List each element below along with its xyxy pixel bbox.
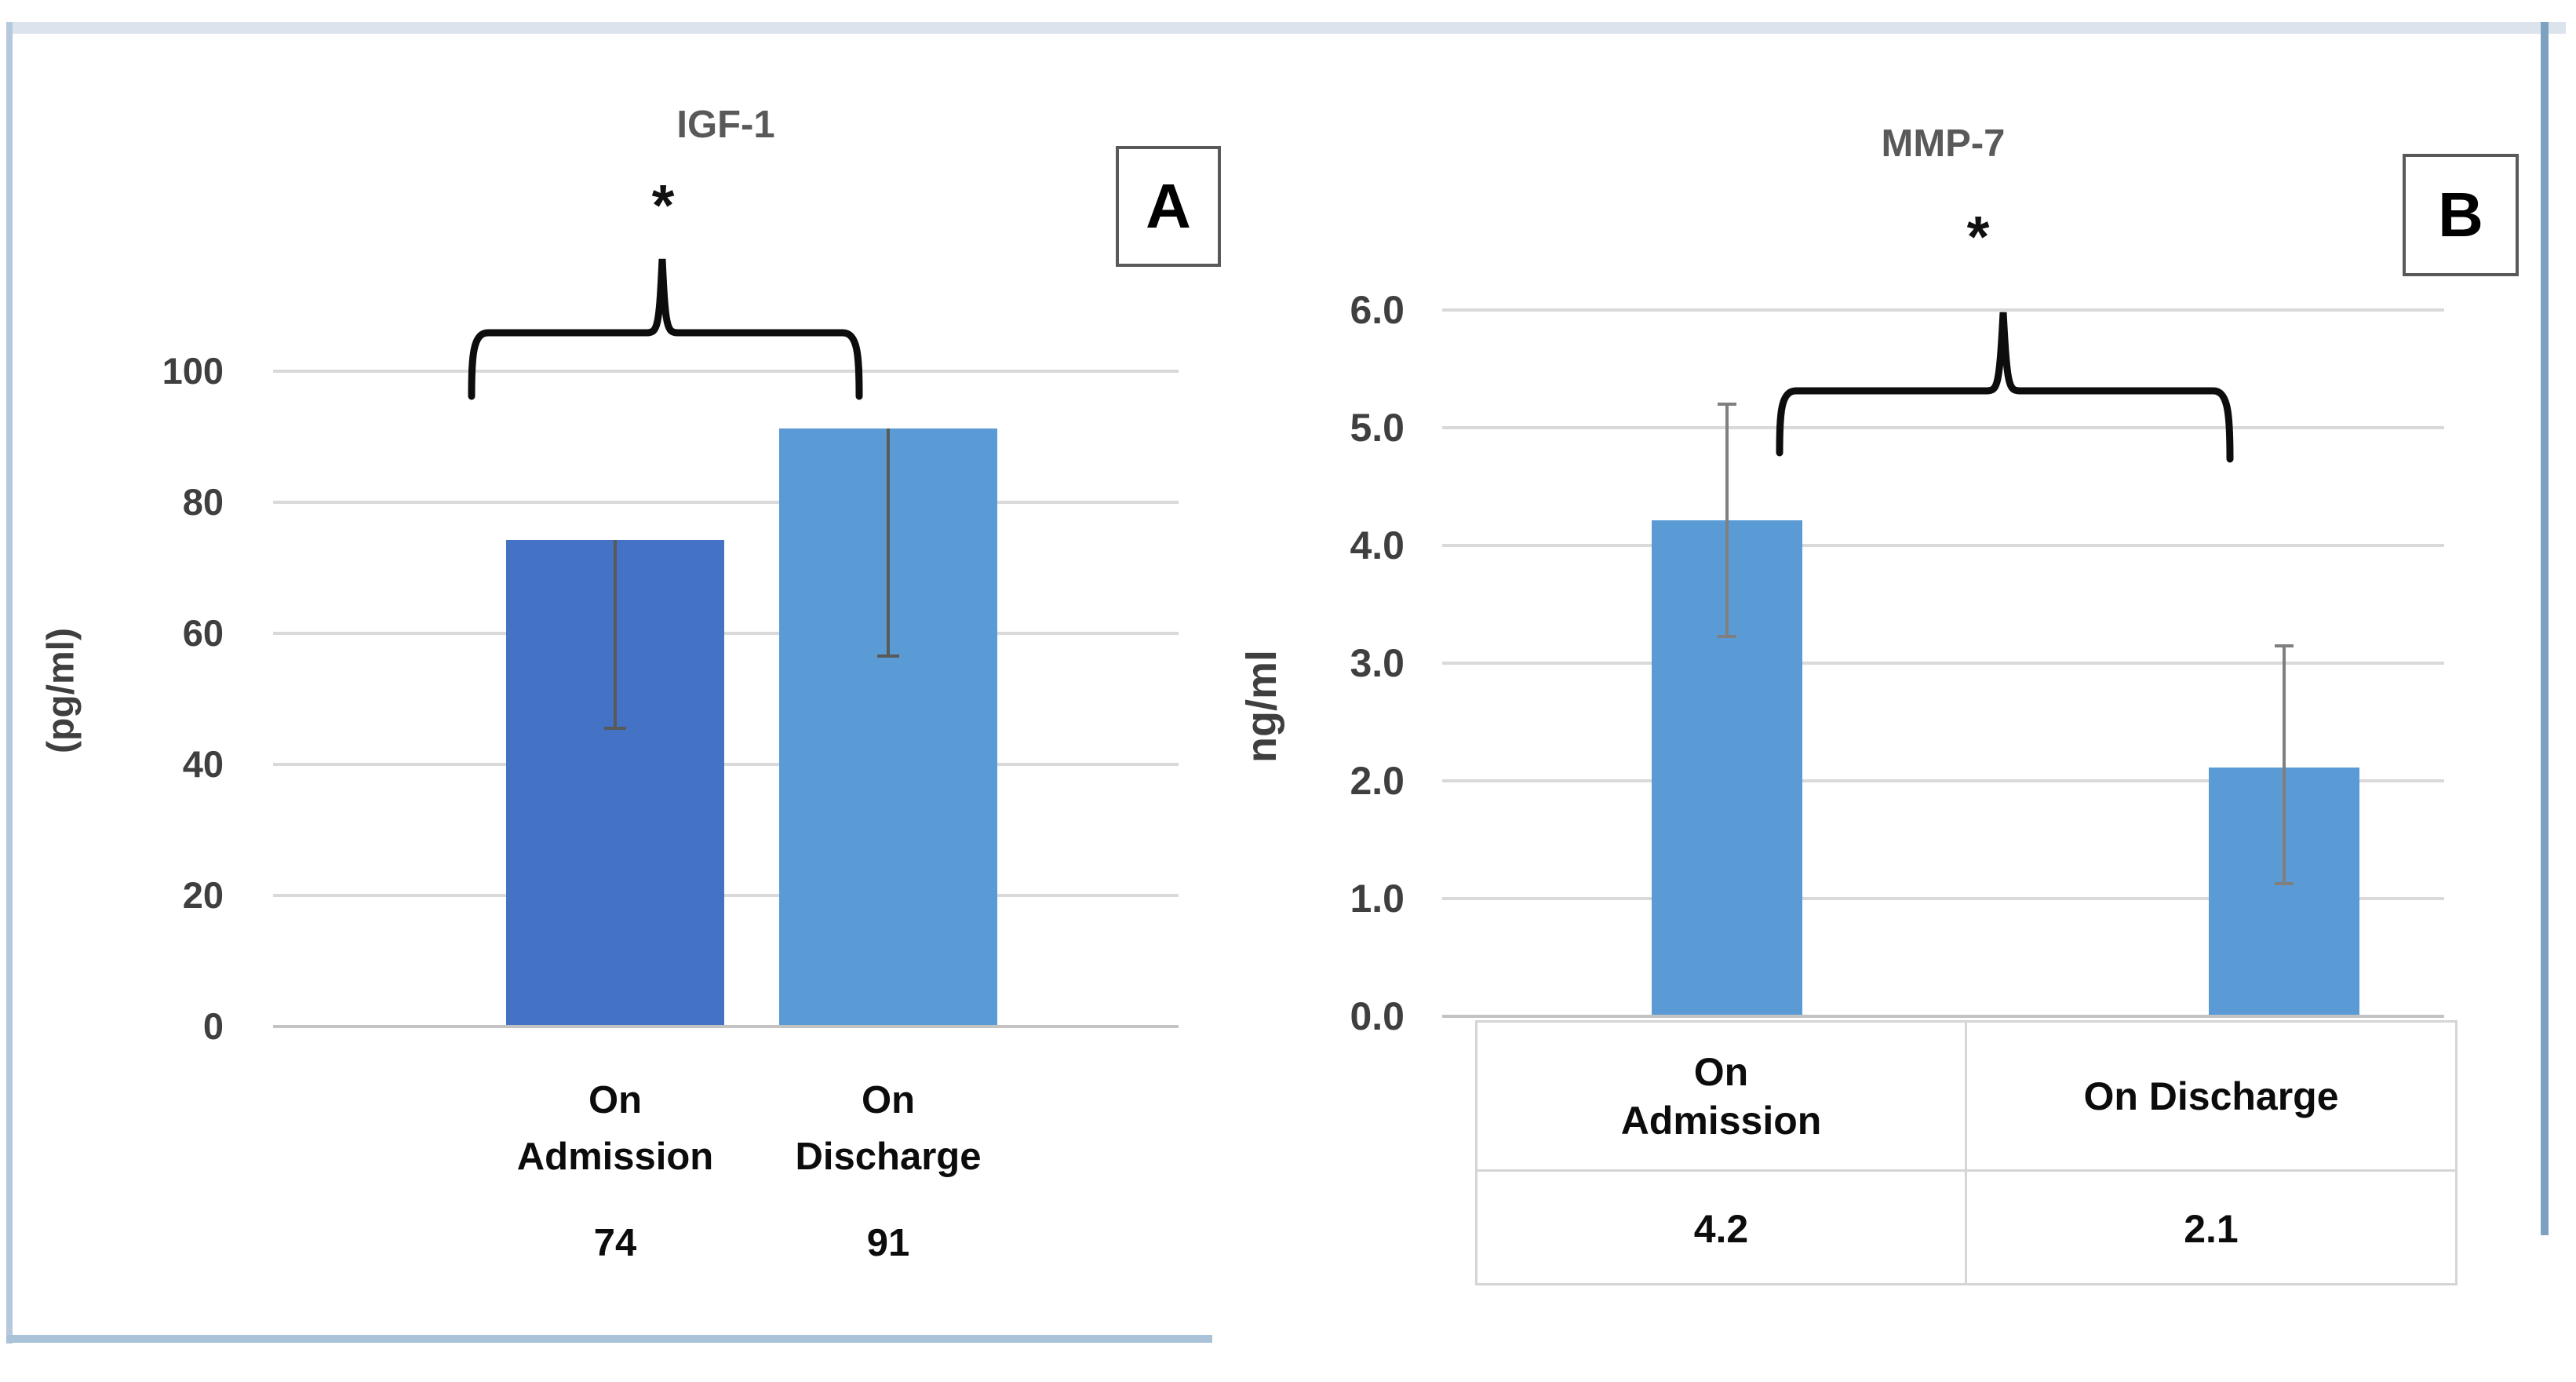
value-a-cat2: 91 — [866, 1222, 910, 1264]
panel-b-label-box: B — [2403, 154, 2519, 276]
panel-b-y-axis-label: ng/ml — [1238, 650, 1285, 763]
panel-b-significance-asterisk: * — [1966, 204, 1990, 269]
ytick-a-0: 0 — [202, 1005, 224, 1047]
frame-top-border — [6, 22, 2566, 34]
gridline-a-100 — [273, 370, 1179, 373]
ytick-b-6: 6.0 — [1350, 288, 1405, 332]
gridline-a-60 — [273, 632, 1179, 635]
ytick-a-60: 60 — [182, 612, 224, 654]
frame-left-border — [6, 22, 13, 1344]
gridline-a-40 — [273, 763, 1179, 766]
error-bar-cap — [1718, 403, 1736, 406]
panel-a-label: A — [1146, 171, 1191, 241]
axis-a-baseline — [273, 1025, 1179, 1028]
ytick-b-2: 2.0 — [1350, 759, 1405, 803]
gridline-b-2 — [1442, 779, 2444, 782]
significance-bracket-b — [1776, 312, 2234, 463]
axis-b-baseline — [1442, 1015, 2444, 1018]
gridline-b-1 — [1442, 897, 2444, 900]
panel-a-bottom-border — [6, 1335, 1212, 1343]
panel-a-title: IGF-1 — [676, 104, 775, 146]
ytick-a-20: 20 — [182, 874, 224, 916]
error-bar-cap — [604, 727, 626, 731]
ytick-b-5: 5.0 — [1350, 406, 1405, 450]
xlabel-a-cat1-line1: On — [588, 1079, 643, 1121]
gridline-b-6 — [1442, 308, 2444, 312]
gridline-b-5 — [1442, 426, 2444, 429]
xlabel-a-cat1-line2: Admission — [516, 1136, 714, 1178]
panel-b-title: MMP-7 — [1881, 122, 2006, 165]
table-header-on-admission: On Admission — [1477, 1023, 1967, 1172]
ytick-b-0: 0.0 — [1350, 994, 1405, 1038]
panel-a-y-axis-label: (pg/ml) — [40, 628, 82, 753]
ytick-b-3: 3.0 — [1350, 641, 1405, 685]
frame-right-border — [2541, 22, 2549, 1235]
error-bar-cap — [1718, 635, 1736, 638]
table-header-line: On — [1693, 1049, 1749, 1094]
table-value-on-admission: 4.2 — [1477, 1172, 1967, 1285]
error-bar-a-on-admission — [614, 540, 617, 731]
error-bar-cap — [2275, 882, 2294, 885]
error-bar-b-on-admission — [1725, 403, 1729, 638]
xlabel-a-cat2-line1: On — [861, 1079, 916, 1121]
panel-a-significance-asterisk: * — [651, 173, 675, 238]
error-bar-a-on-discharge — [887, 428, 890, 658]
table-value-on-discharge: 2.1 — [2184, 1206, 2239, 1251]
gridline-b-3 — [1442, 662, 2444, 665]
ytick-a-40: 40 — [182, 743, 224, 785]
ytick-b-4: 4.0 — [1350, 523, 1405, 567]
table-header-line: On Discharge — [2083, 1074, 2339, 1118]
ytick-a-80: 80 — [182, 481, 224, 523]
xlabel-a-cat2-line2: Discharge — [795, 1136, 982, 1178]
table-header-line: Admission — [1620, 1098, 1822, 1143]
gridline-b-4 — [1442, 544, 2444, 547]
ytick-b-1: 1.0 — [1350, 877, 1405, 921]
error-bar-cap — [2275, 644, 2294, 647]
panel-a-label-box: A — [1116, 146, 1221, 267]
panel-b-label: B — [2438, 180, 2483, 250]
panel-b-data-table: On Admission On Discharge 4.2 2.1 — [1475, 1020, 2458, 1285]
error-bar-cap — [877, 655, 899, 658]
gridline-a-20 — [273, 894, 1179, 897]
value-a-cat1: 74 — [593, 1222, 637, 1264]
significance-bracket-a — [468, 258, 863, 400]
table-header-on-discharge: On Discharge — [1967, 1023, 2455, 1172]
error-bar-b-on-discharge — [2283, 644, 2286, 885]
gridline-a-80 — [273, 501, 1179, 504]
ytick-a-100: 100 — [162, 350, 224, 392]
